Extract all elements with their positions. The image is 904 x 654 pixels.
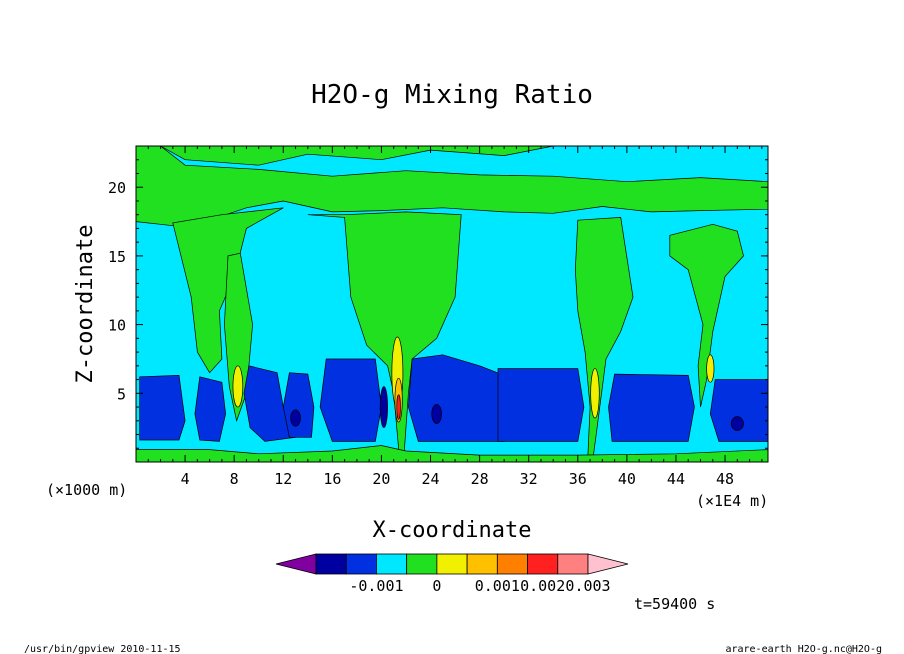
x-tick-label: 36	[569, 470, 587, 488]
x-tick-label: 28	[471, 470, 489, 488]
contour-plot-area	[135, 145, 769, 463]
blue-block-5	[319, 358, 382, 442]
time-label: t=59400 s	[634, 595, 715, 613]
dark-blue-cell	[290, 409, 301, 427]
blue-block-7	[497, 368, 585, 442]
blue-block-1	[139, 375, 186, 441]
yellow-core	[706, 354, 715, 383]
red-core	[396, 394, 401, 420]
x-tick-label: 32	[520, 470, 538, 488]
colorbar-tick-label: 0.002	[520, 577, 565, 595]
colorbar-swatch	[345, 553, 377, 575]
x-unit-left: (×1000 m)	[46, 481, 127, 499]
blue-block-8	[608, 373, 695, 442]
x-axis: 4 8 12 16 20 24 28 32 36 40 44 48	[147, 146, 763, 488]
colorbar-swatch	[406, 553, 438, 575]
plot-frame	[135, 145, 769, 463]
y-tick-label: 10	[108, 317, 126, 335]
colorbar-swatch	[557, 553, 589, 575]
colorbar-swatch	[496, 553, 528, 575]
colorbar-swatch	[436, 553, 468, 575]
x-tick-label: 48	[716, 470, 734, 488]
colorbar-swatch	[376, 553, 408, 575]
y-axis: 5 10 15 20	[108, 159, 768, 449]
x-tick-label: 20	[372, 470, 390, 488]
colorbar-swatch	[527, 553, 559, 575]
x-tick-label: 4	[181, 470, 190, 488]
footer-right: arare-earth_H2O-g.nc@H2O-g	[725, 644, 882, 654]
dark-blue-cell	[730, 416, 744, 431]
x-tick-label: 8	[230, 470, 239, 488]
blue-block-4	[282, 372, 315, 438]
blue-block-3	[243, 365, 296, 442]
chart-title: H2O-g Mixing Ratio	[311, 80, 593, 110]
y-tick-label: 20	[108, 179, 126, 197]
colorbar-tick-label: -0.001	[349, 577, 403, 595]
yellow-core	[590, 368, 600, 419]
x-axis-label: X-coordinate	[373, 518, 532, 543]
footer-left: /usr/bin/gpview 2010-11-15	[24, 644, 181, 654]
blue-block-9	[709, 379, 768, 442]
colorbar-tick-label: 0.001	[475, 577, 520, 595]
colorbar-swatch	[466, 553, 498, 575]
green-top-patch	[159, 146, 554, 166]
x-tick-label: 12	[274, 470, 292, 488]
colorbar-under-arrow	[275, 553, 317, 575]
blue-block-2	[194, 376, 226, 442]
colorbar-swatch	[315, 553, 347, 575]
x-tick-label: 44	[667, 470, 685, 488]
colorbar-labels: -0.001 0 0.001 0.002 0.003	[349, 577, 610, 595]
plume-x8	[224, 252, 253, 423]
colorbar-tick-label: 0	[432, 577, 441, 595]
green-upper-layer	[136, 146, 768, 227]
yellow-core	[232, 365, 244, 408]
plume-x47	[669, 223, 744, 408]
x-tick-label: 16	[323, 470, 341, 488]
plume-x21	[307, 211, 462, 462]
x-tick-label: 24	[421, 470, 439, 488]
x-tick-label: 40	[618, 470, 636, 488]
dark-blue-cell	[379, 386, 388, 429]
y-axis-label: Z-coordinate	[73, 225, 98, 384]
y-tick-label: 15	[108, 248, 126, 266]
colorbar-over-arrow	[587, 553, 629, 575]
y-tick-label: 5	[117, 385, 126, 403]
colorbar-tick-label: 0.003	[565, 577, 610, 595]
colorbar	[275, 553, 629, 575]
x-unit-right: (×1E4 m)	[696, 492, 768, 510]
plume-x38	[574, 217, 634, 462]
dark-blue-cell	[431, 403, 442, 424]
